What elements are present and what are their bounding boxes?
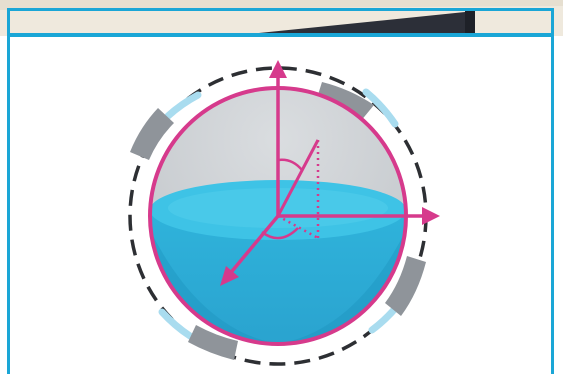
beige-shade xyxy=(0,0,563,10)
dark-diagonal-band xyxy=(230,12,465,36)
axis-horizontal-arrowhead xyxy=(422,207,440,225)
vector-line xyxy=(276,139,320,217)
blue-frame xyxy=(7,8,554,374)
sensor-segment-icon-lower-right xyxy=(385,256,426,316)
sensor-glow-upper-left xyxy=(164,91,202,120)
blue-frame-divider xyxy=(7,33,554,37)
axis-diagonal-arrowhead xyxy=(220,266,239,286)
axis-vertical-arrowhead xyxy=(269,60,287,78)
angle-arc-azimuth xyxy=(261,227,299,240)
top-background-strip xyxy=(0,0,563,36)
water-body xyxy=(150,212,406,344)
axis-diagonal xyxy=(226,214,280,278)
axis-arrows-icon xyxy=(220,60,440,286)
water-body-shade xyxy=(150,230,406,344)
sensor-glow-lower-left xyxy=(158,308,194,340)
sensor-glow-upper-right xyxy=(362,88,399,128)
angle-arc-polar xyxy=(277,158,303,171)
dark-corner-block xyxy=(465,8,475,36)
projection-floor-dotted xyxy=(277,214,319,240)
sensor-segment-icon-upper-left xyxy=(130,108,174,160)
sensor-segment-icon-upper-right xyxy=(316,82,374,122)
sensor-segment-icon-lower-left xyxy=(188,325,238,360)
